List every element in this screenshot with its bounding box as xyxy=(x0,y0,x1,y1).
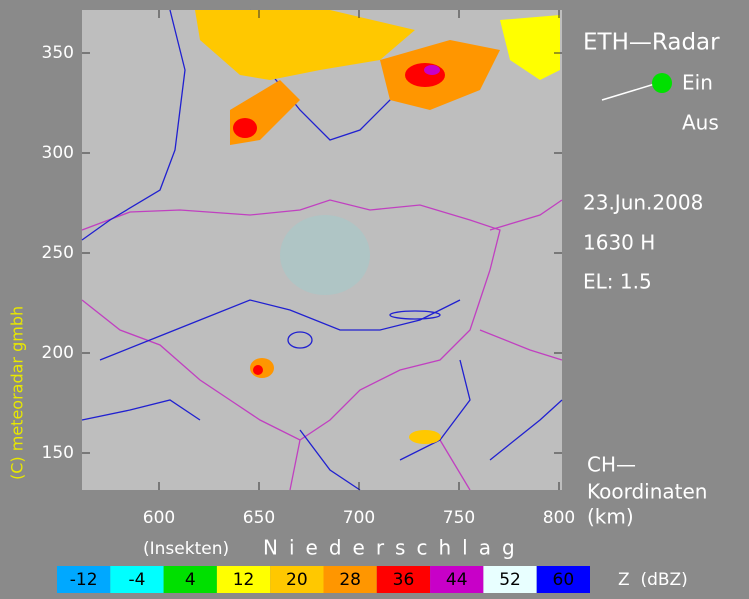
x-tick-label: 800 xyxy=(543,508,575,528)
copyright: (C) meteoradar gmbh xyxy=(8,306,27,480)
scale-swatch xyxy=(430,566,484,593)
x-tick-label: 600 xyxy=(143,508,175,528)
switch-indicator xyxy=(652,73,672,93)
coords-unit: (km) xyxy=(587,505,634,529)
scale-label: -12 xyxy=(70,570,98,590)
scale-swatch xyxy=(270,566,324,593)
scale-swatch xyxy=(483,566,537,593)
scale-label: 60 xyxy=(553,570,575,590)
scale-label: -4 xyxy=(128,570,145,590)
y-tick-label: 250 xyxy=(42,243,74,263)
scale-swatch xyxy=(536,566,590,593)
scale-swatch xyxy=(376,566,431,593)
scale-unit: Z (dBZ) xyxy=(618,570,688,590)
scale-swatch xyxy=(163,566,217,593)
y-tick-label: 200 xyxy=(42,343,74,363)
scale-label: 36 xyxy=(393,570,415,590)
y-tick-label: 300 xyxy=(42,143,74,163)
coords-name: Koordinaten xyxy=(587,480,707,504)
coords-label: CH— xyxy=(587,453,636,477)
switch-on[interactable]: Ein xyxy=(682,71,713,95)
scale-label: 12 xyxy=(233,570,255,590)
scale-swatch xyxy=(216,566,271,593)
scale-swatch xyxy=(57,566,111,593)
scale-swatch xyxy=(110,566,164,593)
scale-swatch xyxy=(323,566,377,593)
scale-label: 28 xyxy=(339,570,361,590)
time: 1630 H xyxy=(583,231,655,255)
x-tick-label: 750 xyxy=(443,508,475,528)
scale-label: 20 xyxy=(286,570,308,590)
insects-label: (Insekten) xyxy=(143,539,229,559)
y-tick-label: 150 xyxy=(42,443,74,463)
y-tick-label: 350 xyxy=(42,43,74,63)
x-tick-label: 700 xyxy=(343,508,375,528)
switch-off[interactable]: Aus xyxy=(682,111,719,135)
scale-label: 4 xyxy=(185,570,196,590)
date: 23.Jun.2008 xyxy=(583,191,703,215)
elevation: EL: 1.5 xyxy=(583,270,652,294)
switch-pointer xyxy=(601,82,659,101)
precip-label: Niederschlag xyxy=(263,536,526,560)
title: ETH—Radar xyxy=(583,30,720,56)
scale-label: 52 xyxy=(499,570,521,590)
radar-echoes xyxy=(195,10,560,444)
x-tick-label: 650 xyxy=(243,508,275,528)
scale-label: 44 xyxy=(446,570,468,590)
